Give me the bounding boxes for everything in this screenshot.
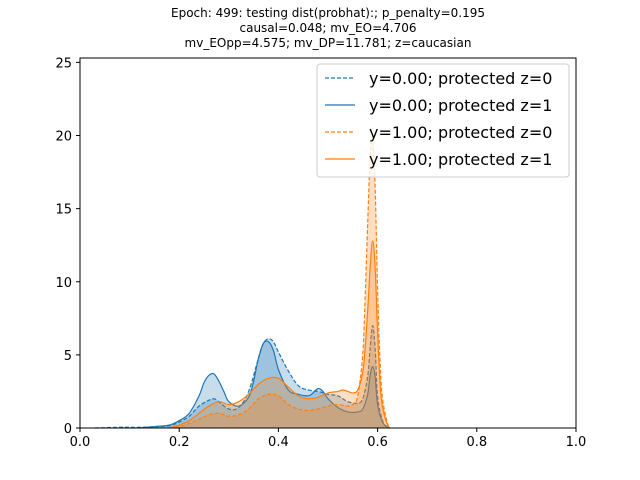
- series-area-1: [94, 325, 390, 428]
- series-line-4: [169, 240, 391, 429]
- y-axis: 0 5 10 15 20 25: [55, 56, 80, 437]
- series-area-4: [169, 240, 390, 428]
- chart-title-line-3: mv_EOpp=4.575; mv_DP=11.781; z=caucasian: [185, 36, 472, 50]
- legend-label-4: y=1.00; protected z=1: [369, 150, 552, 169]
- chart-title-line-2: causal=0.048; mv_EO=4.706: [240, 21, 417, 35]
- y-tick-label: 10: [55, 276, 72, 291]
- series-line-3: [169, 136, 391, 429]
- y-tick-label: 15: [55, 203, 72, 218]
- plot-frame: [79, 57, 577, 429]
- legend-box: [316, 63, 570, 178]
- series-area-3: [169, 137, 390, 428]
- series-layer: [94, 136, 391, 429]
- y-tick-label: 5: [64, 349, 72, 364]
- series-area-2: [139, 340, 390, 428]
- legend-label-2: y=0.00; protected z=1: [369, 96, 552, 115]
- legend: y=0.00; protected z=0 y=0.00; protected z…: [316, 63, 570, 178]
- x-tick-label: 0.0: [70, 435, 91, 450]
- x-tick-label: 0.2: [169, 435, 190, 450]
- y-tick-label: 0: [64, 422, 72, 437]
- series-line-1: [94, 325, 391, 429]
- x-axis: 0.0 0.2 0.4 0.6 0.8 1.0: [70, 428, 587, 450]
- y-tick-label: 20: [55, 130, 72, 145]
- x-tick-label: 1.0: [566, 435, 587, 450]
- chart-title-line-1: Epoch: 499: testing dist(probhat):; p_pe…: [171, 6, 485, 20]
- x-tick-label: 0.4: [268, 435, 289, 450]
- legend-label-1: y=0.00; protected z=0: [369, 69, 552, 88]
- y-tick-label: 25: [55, 56, 72, 71]
- x-tick-label: 0.8: [466, 435, 487, 450]
- series-line-2: [139, 340, 391, 429]
- x-tick-label: 0.6: [367, 435, 388, 450]
- legend-label-3: y=1.00; protected z=0: [369, 123, 552, 142]
